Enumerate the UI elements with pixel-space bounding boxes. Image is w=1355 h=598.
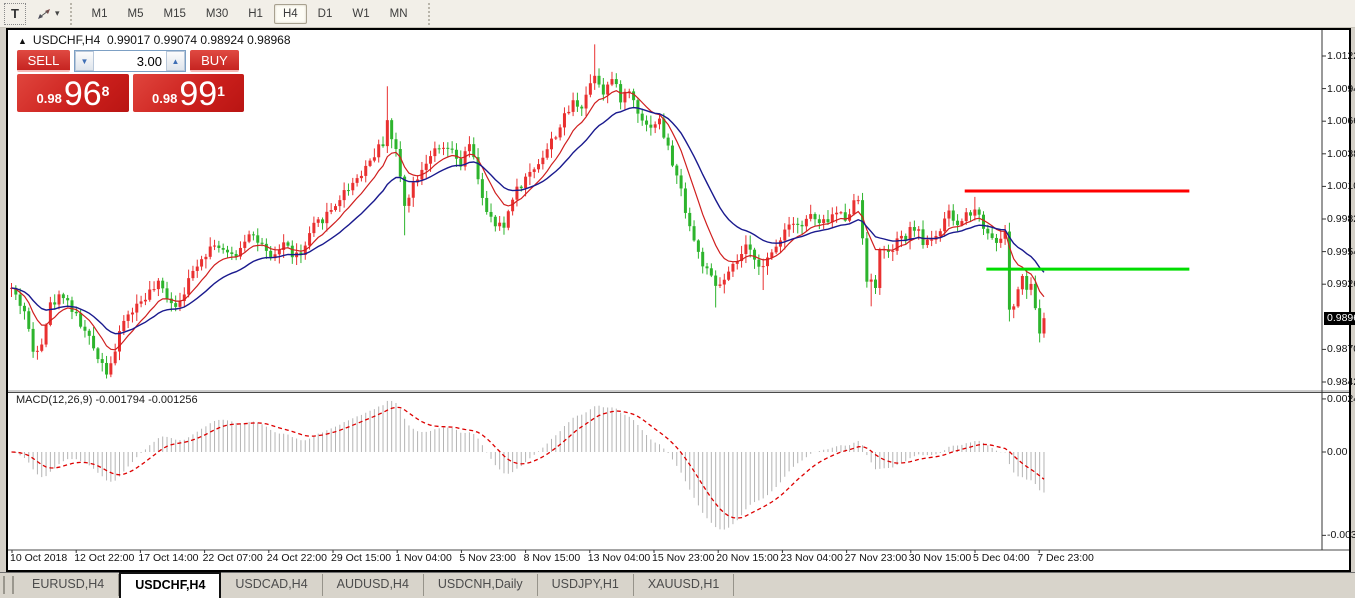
timeframe-button-d1[interactable]: D1 <box>317 7 333 20</box>
time-scale-label: 20 Nov 15:00 <box>716 552 779 564</box>
volume-input[interactable] <box>94 51 166 71</box>
timeframe-button-m15[interactable]: M15 <box>163 7 186 20</box>
time-scale-label: 5 Nov 23:00 <box>459 552 517 564</box>
toolbar-separator <box>69 2 76 25</box>
macd-scale-label: 0.00 <box>1327 446 1348 458</box>
time-scale-label: 17 Oct 14:00 <box>138 552 199 564</box>
timeframe-group: M1 M5 M15 M30 H1 H4 D1 W1 MN <box>82 3 418 24</box>
chart-tab-xauusd-h1[interactable]: XAUUSD,H1 <box>634 574 735 596</box>
sell-price-prefix: 0.98 <box>36 91 62 106</box>
volume-increase-button[interactable]: ▲ <box>166 51 185 71</box>
time-scale-label: 22 Oct 07:00 <box>202 552 263 564</box>
chart-tab-usdcad-h4[interactable]: USDCAD,H4 <box>221 574 323 596</box>
time-scale-label: 15 Nov 23:00 <box>652 552 715 564</box>
price-scale-label: 0.99820 <box>1327 213 1355 225</box>
cursor-arrows-tool-button[interactable]: ▾ <box>36 4 60 24</box>
timeframe-button-h1[interactable]: H1 <box>248 7 263 20</box>
buy-price-pip: 1 <box>217 83 225 99</box>
timeframe-button-m5[interactable]: M5 <box>127 7 144 20</box>
symbol-period-label: USDCHF,H4 <box>32 33 101 47</box>
buy-button[interactable]: BUY <box>190 50 239 72</box>
timeframe-button-m1[interactable]: M1 <box>91 7 108 20</box>
sell-price-pip: 8 <box>101 83 110 99</box>
time-scale-label: 7 Dec 23:00 <box>1037 552 1094 564</box>
current-price-tag: 0.98968 <box>1324 311 1355 325</box>
sell-price-quote[interactable]: 0.98 96 8 <box>17 74 129 112</box>
time-scale-label: 24 Oct 22:00 <box>266 552 327 564</box>
high-value: 0.99074 <box>153 33 198 47</box>
chart-toolbar: T ▾ M1 M5 M15 M30 H1 H4 D1 W1 MN <box>0 0 1355 28</box>
buy-price-main: 99 <box>179 75 218 113</box>
time-scale-label: 5 Dec 04:00 <box>973 552 1030 564</box>
tab-scroll-grip[interactable] <box>3 576 14 594</box>
time-scale-label: 13 Nov 04:00 <box>587 552 651 564</box>
open-value: 0.99017 <box>106 33 151 47</box>
timeframe-button-mn[interactable]: MN <box>389 7 408 20</box>
macd-scale-label: -0.003913 <box>1327 529 1355 542</box>
time-scale-label: 27 Nov 23:00 <box>844 552 908 564</box>
price-scale-label: 0.99260 <box>1327 278 1355 291</box>
chart-tab-usdjpy-h1[interactable]: USDJPY,H1 <box>538 574 634 596</box>
price-scale-label: 0.99540 <box>1327 245 1355 258</box>
macd-scale-label: 0.002492 <box>1327 392 1355 405</box>
price-scale-label: 1.00380 <box>1327 147 1355 160</box>
toolbar-separator <box>427 2 434 25</box>
price-scale-label: 1.00100 <box>1327 180 1355 193</box>
timeframe-button-m30[interactable]: M30 <box>205 7 229 20</box>
time-scale-label: 10 Oct 2018 <box>10 552 68 564</box>
chart-tab-audusd-h4[interactable]: AUDUSD,H4 <box>323 574 424 596</box>
close-value: 0.98968 <box>247 33 291 47</box>
buy-price-prefix: 0.98 <box>152 91 178 106</box>
main-chart-canvas[interactable] <box>8 30 1349 570</box>
timeframe-button-w1[interactable]: W1 <box>352 7 370 20</box>
price-scale-label: 1.00940 <box>1327 82 1355 95</box>
chart-tab-usdchf-h4[interactable]: USDCHF,H4 <box>119 572 222 598</box>
buy-price-quote[interactable]: 0.98 99 1 <box>133 74 244 112</box>
price-scale-label: 0.98700 <box>1327 343 1355 356</box>
diagonal-arrows-icon <box>38 8 50 19</box>
time-scale-label: 8 Nov 15:00 <box>523 552 581 564</box>
time-scale-label: 29 Oct 15:00 <box>331 552 392 564</box>
volume-stepper: ▼ ▲ <box>74 50 186 72</box>
collapse-panel-icon[interactable]: ▲ <box>18 36 27 46</box>
sell-price-main: 96 <box>63 75 102 113</box>
one-click-trading-panel: SELL ▼ ▲ BUY 0.98 96 8 0.98 99 1 <box>17 50 246 112</box>
time-scale-label: 12 Oct 22:00 <box>74 552 135 564</box>
time-scale-label: 23 Nov 04:00 <box>780 552 843 564</box>
chart-tab-eurusd-h4[interactable]: EURUSD,H4 <box>18 574 120 596</box>
low-value: 0.98924 <box>200 33 244 47</box>
chevron-down-icon: ▾ <box>55 8 60 18</box>
sell-button[interactable]: SELL <box>17 50 70 72</box>
price-scale-label: 1.01220 <box>1327 50 1355 62</box>
price-scale-label: 1.00660 <box>1327 115 1355 128</box>
chart-ohlc-header: ▲ USDCHF,H4 0.99017 0.99074 0.98924 0.989… <box>18 33 291 47</box>
text-label-tool-button[interactable]: T <box>4 2 26 25</box>
time-scale-label: 1 Nov 04:00 <box>395 552 452 564</box>
chart-tab-bar: EURUSD,H4 USDCHF,H4 USDCAD,H4 AUDUSD,H4 USDC… <box>0 572 1355 598</box>
chart-window: ▲ USDCHF,H4 0.99017 0.99074 0.98924 0.989… <box>6 28 1355 572</box>
volume-decrease-button[interactable]: ▼ <box>75 51 94 71</box>
chart-tab-usdcnh-daily[interactable]: USDCNH,Daily <box>424 574 538 596</box>
time-scale-label: 30 Nov 15:00 <box>908 552 972 564</box>
macd-indicator-label: MACD(12,26,9) -0.001794 -0.001256 <box>16 394 198 406</box>
price-scale-label: 0.98420 <box>1327 376 1355 388</box>
timeframe-button-h4[interactable]: H4 <box>273 3 307 24</box>
